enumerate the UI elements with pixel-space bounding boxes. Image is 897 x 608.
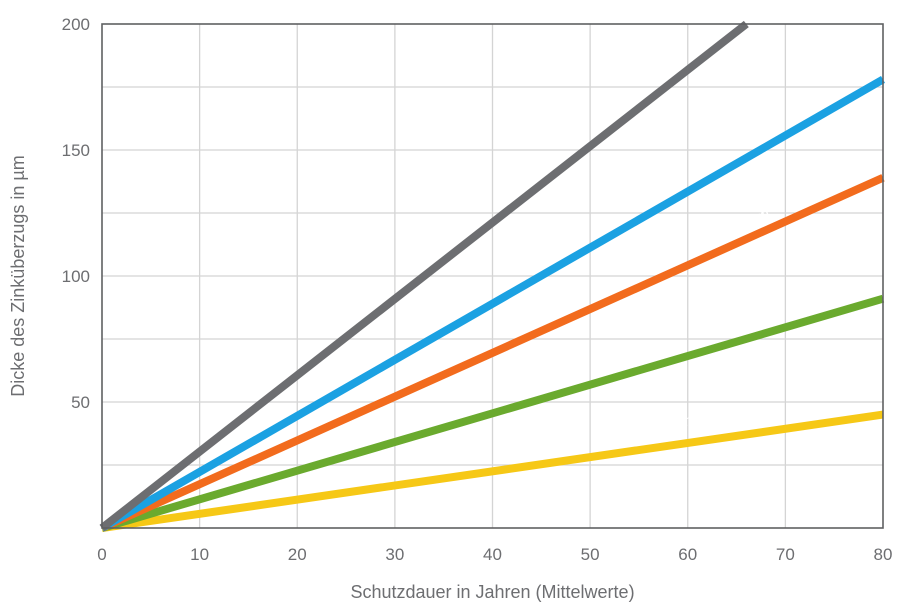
x-tick-label: 50 [581,545,600,564]
x-tick-label: 0 [97,545,106,564]
series-line-stadtluft [100,174,885,532]
plot-border [101,23,884,529]
y-tick-label: 200 [62,15,90,34]
y-tick-label: 150 [62,141,90,160]
series-line-meeresluft [100,75,885,532]
y-axis-title: Dicke des Zinküberzugs in µm [8,155,28,396]
x-tick-label: 10 [190,545,209,564]
x-tick-labels: 0 10 20 30 40 50 60 70 80 [97,545,892,564]
series-line-innenr-ume [101,410,884,532]
x-tick-label: 20 [288,545,307,564]
series-label: Industrieluft [615,20,687,82]
series-line-landluft [100,294,885,532]
x-tick-label: 80 [874,545,893,564]
x-tick-label: 60 [678,545,697,564]
x-tick-label: 70 [776,545,795,564]
x-tick-label: 30 [385,545,404,564]
x-axis-title: Schutzdauer in Jahren (Mittelwerte) [350,582,634,602]
plot-frame [101,23,884,529]
series-label: Innenräume [671,404,753,432]
series-line-industrieluft [99,20,749,532]
grid [102,24,883,528]
y-tick-label: 100 [62,267,90,286]
series-lines [99,20,885,532]
y-tick-labels: 50 100 150 200 [62,15,90,412]
y-tick-label: 50 [71,393,90,412]
x-tick-label: 40 [483,545,502,564]
series-label: Landluft [707,291,764,323]
